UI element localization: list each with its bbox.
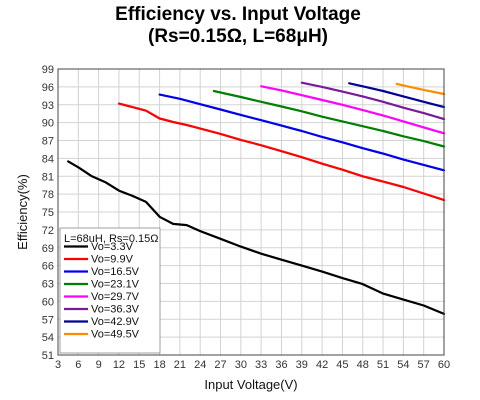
plot-frame [57,68,445,356]
legend-label: Vo=49.5V [91,329,140,341]
grid [57,68,445,356]
y-tick-label: 81 [42,171,54,183]
x-tick-label: 21 [174,359,186,371]
series-line-vo-16-5v [158,93,446,172]
chart-subtitle: (Rs=0.15Ω, L=68μH) [148,26,328,47]
x-tick-label: 39 [296,359,308,371]
y-tick-label: 84 [42,153,54,165]
x-tick-label: 12 [113,359,125,371]
x-tick-label: 9 [96,359,102,371]
y-tick-label: 78 [42,189,54,201]
tick-labels: 3 6 9 12 15 18 21 24 27 30 33 36 39 42 45 48 51 54 57 60515… [42,64,450,371]
x-tick-label: 18 [153,359,165,371]
y-tick-label: 99 [42,64,54,76]
x-tick-label: 54 [397,359,409,371]
x-tick-label: 45 [336,359,348,371]
legend-title: L=68uH, Rs=0.15Ω [64,233,158,245]
series-line-vo-36-3v [300,81,446,121]
series-line-vo-29-7v [260,85,446,135]
legend-label: Vo=16.5V [91,266,140,278]
series-line-vo-23-1v [212,89,446,148]
x-tick-label: 36 [275,359,287,371]
y-tick-label: 93 [42,100,54,112]
x-tick-label: 51 [377,359,389,371]
x-tick-label: 33 [255,359,267,371]
legend: L=68uH, Rs=0.15Ω Vo=3.3VVo=9.9VVo=16.5VV… [59,227,161,354]
x-tick-label: 42 [316,359,328,371]
chart-title: Efficiency vs. Input Voltage [115,4,361,25]
y-tick-label: 87 [42,136,54,148]
legend-box [59,227,161,354]
series-line-vo-49-5v [395,82,446,96]
series-line-vo-42-9v [348,82,446,109]
y-tick-label: 60 [42,296,54,308]
x-tick-label: 57 [418,359,430,371]
y-tick-label: 51 [42,350,54,362]
series-line-vo-3-3v [67,160,446,315]
series-line-vo-9-9v [117,102,446,202]
x-tick-label: 27 [214,359,226,371]
legend-label: Vo=23.1V [91,279,140,291]
x-tick-label: 30 [235,359,247,371]
x-tick-label: 15 [133,359,145,371]
legend-entries: Vo=3.3VVo=9.9VVo=16.5VVo=23.1VVo=29.7VVo… [64,241,140,341]
y-tick-label: 57 [42,314,54,326]
legend-label: Vo=9.9V [91,254,134,266]
legend-label: Vo=36.3V [91,304,140,316]
y-tick-label: 54 [42,332,54,344]
x-tick-label: 6 [75,359,81,371]
x-tick-label: 60 [438,359,450,371]
legend-label: Vo=29.7V [91,291,140,303]
y-tick-label: 66 [42,261,54,273]
y-tick-label: 72 [42,225,54,237]
x-tick-label: 3 [55,359,61,371]
x-axis-label: Input Voltage(V) [204,377,297,392]
x-tick-label: 24 [194,359,206,371]
series-lines [67,81,446,315]
y-tick-label: 75 [42,207,54,219]
y-tick-label: 96 [42,82,54,94]
y-tick-label: 63 [42,279,54,291]
legend-label: Vo=42.9V [91,316,140,328]
legend-label: Vo=3.3V [91,241,134,253]
y-tick-label: 69 [42,243,54,255]
y-axis-label: Efficiency(%) [15,174,30,250]
x-tick-label: 48 [357,359,369,371]
y-tick-label: 90 [42,118,54,130]
